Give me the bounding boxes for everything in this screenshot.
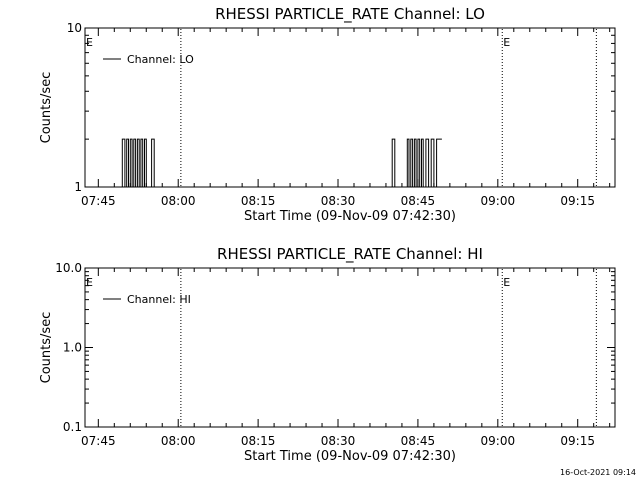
x-tick-label: 08:30 (321, 434, 356, 448)
panel-2: RHESSI PARTICLE_RATE Channel: HI 07:45 08:… (39, 245, 616, 464)
plot-frame (84, 27, 616, 188)
legend-entry: Channel: HI (127, 293, 191, 306)
y-axis-label: Counts/sec (39, 312, 54, 384)
plot-frame (84, 267, 616, 428)
x-tick-label: 09:00 (481, 194, 516, 208)
y-tick-label: 1.0 (63, 341, 82, 355)
x-tick-label: 09:00 (481, 434, 516, 448)
x-tick-label: 08:00 (161, 434, 196, 448)
panel-1: RHESSI PARTICLE_RATE Channel: LO 07:45 08:… (39, 5, 616, 224)
y-axis-label: Counts/sec (39, 72, 54, 144)
x-tick-label: 08:15 (241, 194, 276, 208)
x-tick-label: 08:00 (161, 194, 196, 208)
chart-title: RHESSI PARTICLE_RATE Channel: LO (215, 5, 485, 24)
footer-timestamp: 16-Oct-2021 09:14 (560, 468, 636, 477)
x-axis-label: Start Time (09-Nov-09 07:42:30) (244, 209, 456, 224)
x-tick-label: 08:45 (401, 434, 436, 448)
x-tick-label: 08:15 (241, 434, 276, 448)
x-tick-label: 09:15 (560, 434, 595, 448)
y-tick-label: 10 (67, 21, 82, 35)
marker-label: E (503, 36, 510, 49)
series-line-1 (119, 138, 442, 188)
y-tick-label: 10.0 (55, 261, 82, 275)
x-tick-label: 08:30 (321, 194, 356, 208)
marker-label: E (503, 276, 510, 289)
y-tick-label: 1 (74, 180, 82, 194)
x-tick-label: 07:45 (81, 434, 116, 448)
legend-entry: Channel: LO (127, 53, 194, 66)
marker-label: E (86, 276, 93, 289)
marker-label: E (86, 36, 93, 49)
x-tick-label: 08:45 (401, 194, 436, 208)
x-tick-label: 07:45 (81, 194, 116, 208)
y-tick-label: 0.1 (63, 420, 82, 434)
chart-title: RHESSI PARTICLE_RATE Channel: HI (217, 245, 483, 264)
x-tick-label: 09:15 (560, 194, 595, 208)
x-axis-label: Start Time (09-Nov-09 07:42:30) (244, 449, 456, 464)
